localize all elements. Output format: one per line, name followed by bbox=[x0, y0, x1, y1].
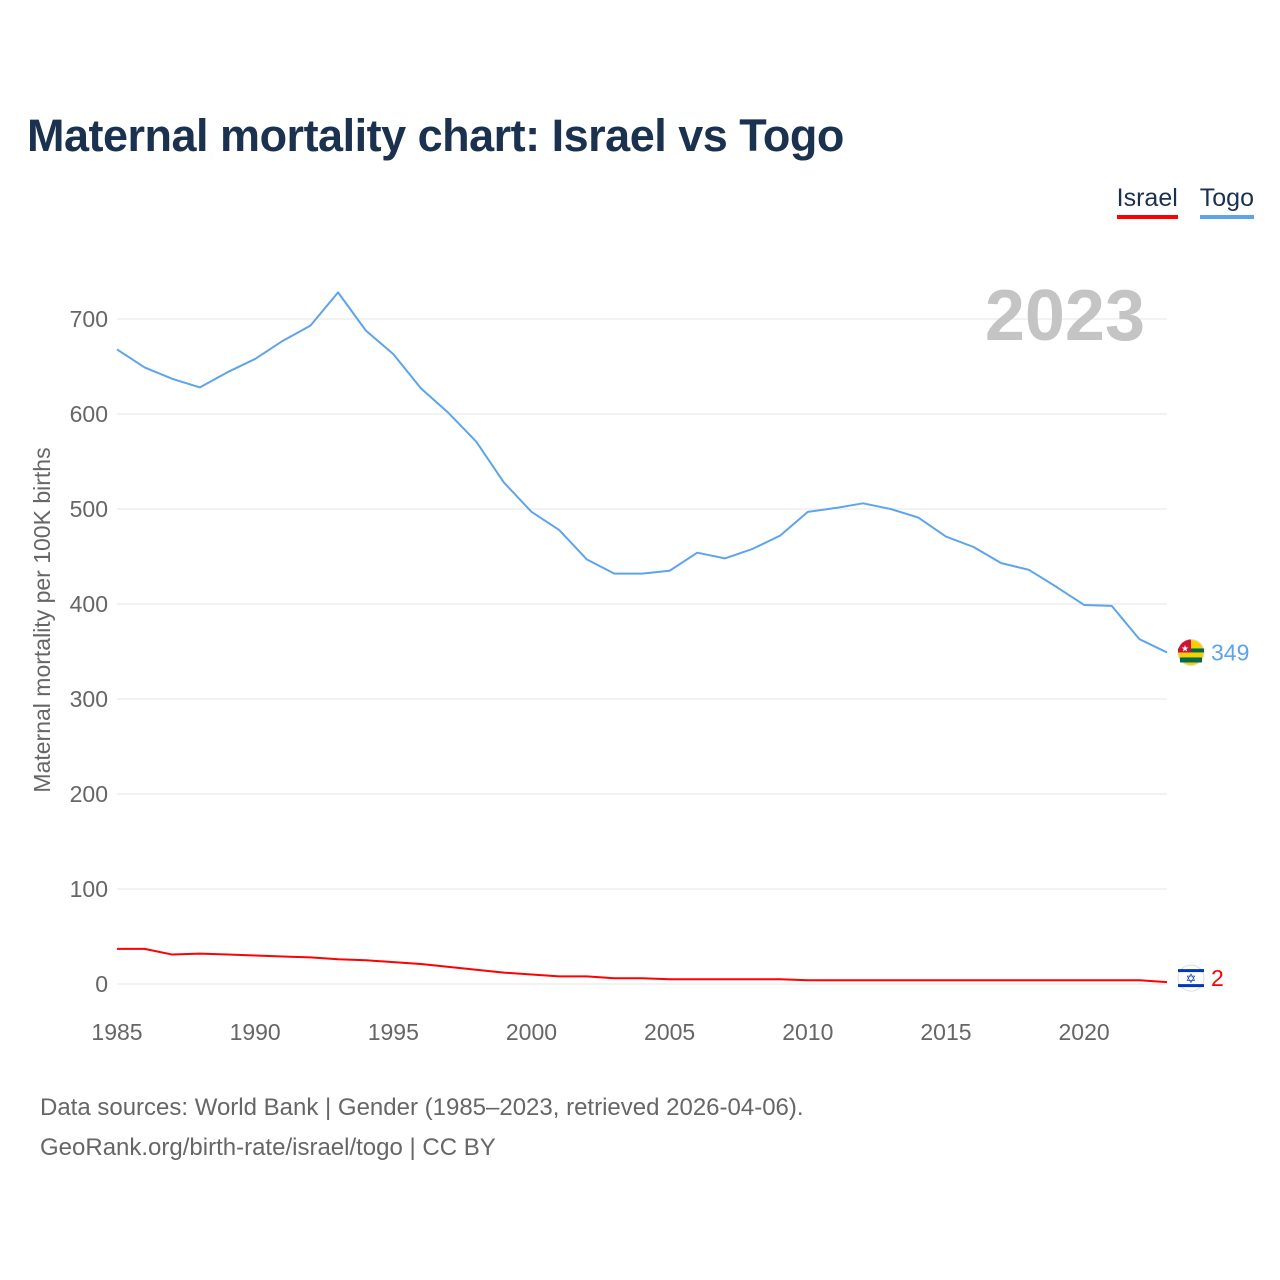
y-tick-label: 200 bbox=[70, 781, 108, 807]
end-value-togo: 349 bbox=[1211, 639, 1249, 665]
legend-togo[interactable]: Togo bbox=[1199, 184, 1254, 219]
y-axis-label: Maternal mortality per 100K births bbox=[29, 447, 55, 792]
x-tick-label: 1985 bbox=[91, 1019, 142, 1045]
flag-stripe bbox=[1180, 657, 1202, 663]
y-tick-label: 600 bbox=[70, 401, 108, 427]
footer-link[interactable]: GeoRank.org/birth-rate/israel/togo | CC … bbox=[40, 1134, 496, 1161]
legend: Israel Togo bbox=[1116, 184, 1254, 219]
x-tick-label: 2015 bbox=[920, 1019, 971, 1045]
end-value-israel: 2 bbox=[1211, 965, 1224, 991]
year-watermark: 2023 bbox=[985, 276, 1145, 356]
flag-stripe bbox=[1178, 969, 1204, 973]
star-of-david-icon: ✡ bbox=[1186, 971, 1197, 986]
x-tick-label: 2005 bbox=[644, 1019, 695, 1045]
y-tick-label: 0 bbox=[95, 971, 108, 997]
footer-sources: Data sources: World Bank | Gender (1985–… bbox=[40, 1094, 804, 1121]
series-line-togo bbox=[116, 291, 1168, 654]
y-tick-label: 300 bbox=[70, 686, 108, 712]
x-tick-label: 2000 bbox=[506, 1019, 557, 1045]
x-tick-label: 1995 bbox=[368, 1019, 419, 1045]
x-tick-label: 1990 bbox=[230, 1019, 281, 1045]
flag-canton bbox=[1178, 639, 1191, 653]
footer: Data sources: World Bank | Gender (1985–… bbox=[40, 1088, 804, 1168]
legend-israel[interactable]: Israel bbox=[1116, 184, 1178, 219]
chart-title: Maternal mortality chart: Israel vs Togo bbox=[27, 110, 844, 161]
y-tick-label: 700 bbox=[70, 306, 108, 332]
x-tick-label: 2020 bbox=[1059, 1019, 1110, 1045]
y-tick-label: 400 bbox=[70, 591, 108, 617]
flag-stripe bbox=[1178, 984, 1204, 988]
y-tick-label: 100 bbox=[70, 876, 108, 902]
series-line-israel bbox=[117, 947, 1168, 984]
star-icon: ★ bbox=[1181, 643, 1189, 653]
x-tick-label: 2010 bbox=[782, 1019, 833, 1045]
y-tick-label: 500 bbox=[70, 496, 108, 522]
